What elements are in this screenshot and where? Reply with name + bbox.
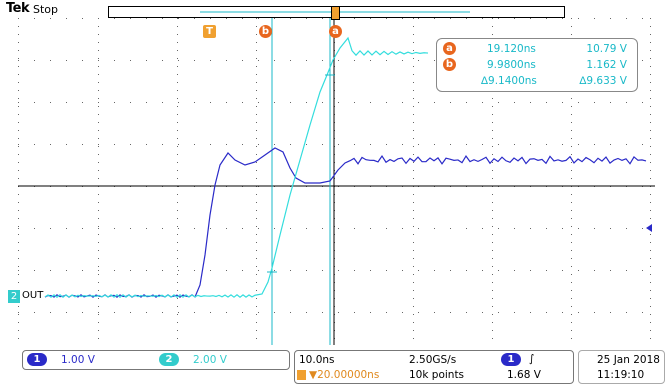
- ch2-badge[interactable]: 2: [159, 353, 179, 366]
- cursor-b-value: 1.162 V: [586, 59, 627, 71]
- date: 25 Jan 2018: [597, 354, 660, 366]
- cursor-a-time: 19.120ns: [487, 43, 536, 55]
- sample-rate: 2.50GS/s: [409, 354, 457, 366]
- trigger-t-top-icon: [331, 6, 340, 20]
- ch1-trace: [44, 147, 647, 298]
- trigger-offset-icon: [297, 370, 306, 380]
- datetime-box: 25 Jan 2018 11:19:10: [578, 350, 665, 384]
- acquisition-status: Stop: [33, 3, 59, 16]
- readout-row-delta: ∆9.1400ns ∆9.633 V: [443, 74, 635, 88]
- ch1-offset-arrow: [646, 224, 652, 232]
- ch1-badge[interactable]: 1: [27, 353, 47, 366]
- cursor-b-time: 9.9800ns: [487, 59, 536, 71]
- readout-row-b: b 9.9800ns 1.162 V: [443, 58, 635, 72]
- cursor-crossings: [267, 74, 335, 273]
- trigger-position: ▼20.00000ns: [309, 369, 380, 381]
- signal-label: OUT: [22, 290, 44, 301]
- cursor-b-icon: b: [443, 58, 456, 71]
- horizontal-trigger-box[interactable]: 10.0ns 2.50GS/s ▼20.00000ns 10k points 1…: [294, 350, 574, 384]
- bottom-status-bar: 1 1.00 V 2 2.00 V 10.0ns 2.50GS/s ▼20.00…: [0, 348, 665, 384]
- trigger-level: 1.68 V: [507, 369, 541, 381]
- brand-logo: Tek: [6, 1, 30, 16]
- channel-scale-box[interactable]: 1 1.00 V 2 2.00 V: [22, 350, 290, 370]
- timebase: 10.0ns: [299, 354, 335, 366]
- record-length: 10k points: [409, 369, 465, 381]
- delta-value: ∆9.633 V: [579, 75, 627, 87]
- ch1-scale: 1.00 V: [61, 354, 95, 366]
- cursor-a-icon: a: [443, 42, 456, 55]
- cursor-a-value: 10.79 V: [586, 43, 627, 55]
- ch2-scale: 2.00 V: [193, 354, 227, 366]
- time: 11:19:10: [597, 369, 645, 381]
- ch2-trace: [44, 36, 429, 298]
- readout-row-a: a 19.120ns 10.79 V: [443, 42, 635, 56]
- trigger-source-badge[interactable]: 1: [501, 353, 521, 366]
- cursor-readout: a 19.120ns 10.79 V b 9.9800ns 1.162 V ∆9…: [436, 38, 638, 92]
- ch2-ground-marker[interactable]: 2: [8, 290, 20, 303]
- cursor-b-marker[interactable]: b: [259, 25, 272, 38]
- center-crosshair: [18, 18, 655, 345]
- trigger-position-marker[interactable]: T: [203, 25, 216, 38]
- delta-time: ∆9.1400ns: [481, 75, 537, 87]
- cursor-a-marker[interactable]: a: [329, 25, 342, 38]
- trigger-slope-icon: ∫: [529, 353, 535, 365]
